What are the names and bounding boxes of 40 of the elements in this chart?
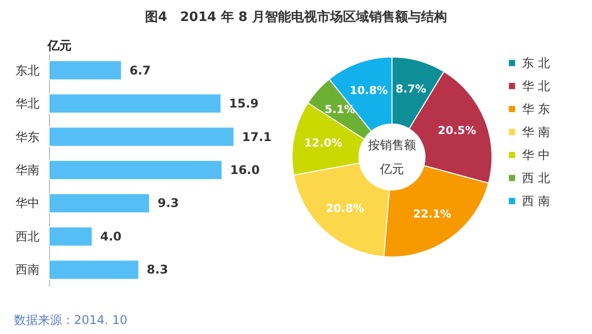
data-label: 17.1 <box>242 130 272 144</box>
data-label: 15.9 <box>229 96 259 111</box>
bar <box>48 193 150 214</box>
bar <box>48 226 93 247</box>
data-label: 10.8% <box>350 84 388 97</box>
data-label: 5.1% <box>324 103 356 116</box>
legend-label: 华 南 <box>522 125 550 139</box>
y-tick-label: 华南 <box>16 163 40 177</box>
y-tick-label: 华东 <box>16 130 40 144</box>
bar <box>48 126 234 147</box>
data-label: 22.1% <box>413 207 452 220</box>
x-axis-title: 亿元 <box>46 38 72 52</box>
legend-label: 华 中 <box>522 148 550 162</box>
data-label: 12.0% <box>304 136 342 150</box>
data-label: 8.7% <box>396 82 426 96</box>
legend-label: 华 东 <box>522 102 550 116</box>
legend-label: 东 北 <box>522 56 550 70</box>
y-tick-label: 华中 <box>16 196 40 210</box>
data-label: 6.7 <box>129 63 151 78</box>
data-label: 8.3 <box>146 262 168 277</box>
y-tick-label: 西南 <box>16 262 40 277</box>
bar <box>48 93 222 114</box>
data-label: 9.3 <box>158 196 179 210</box>
bar <box>48 260 140 280</box>
data-label: 4.0 <box>100 229 122 244</box>
legend-label: 西 南 <box>522 194 550 208</box>
y-tick-label: 东北 <box>16 63 40 78</box>
y-tick-label: 华北 <box>16 96 40 111</box>
legend-label: 华 北 <box>522 79 550 93</box>
y-tick-label: 西北 <box>16 229 40 244</box>
legend-label: 西 北 <box>522 171 550 185</box>
bar <box>48 160 223 180</box>
source-note: 数据来源：2014. 10 <box>14 312 128 329</box>
text: 图4 2014 年 8 月智能电视市场区域销售额与结构 <box>144 8 448 26</box>
bar <box>48 60 122 80</box>
data-label: 20.8% <box>326 202 364 215</box>
text: 亿元 <box>379 162 404 176</box>
data-label: 20.5% <box>438 124 476 138</box>
data-label: 16.0 <box>230 163 260 177</box>
text: 按销售额 <box>368 138 416 152</box>
